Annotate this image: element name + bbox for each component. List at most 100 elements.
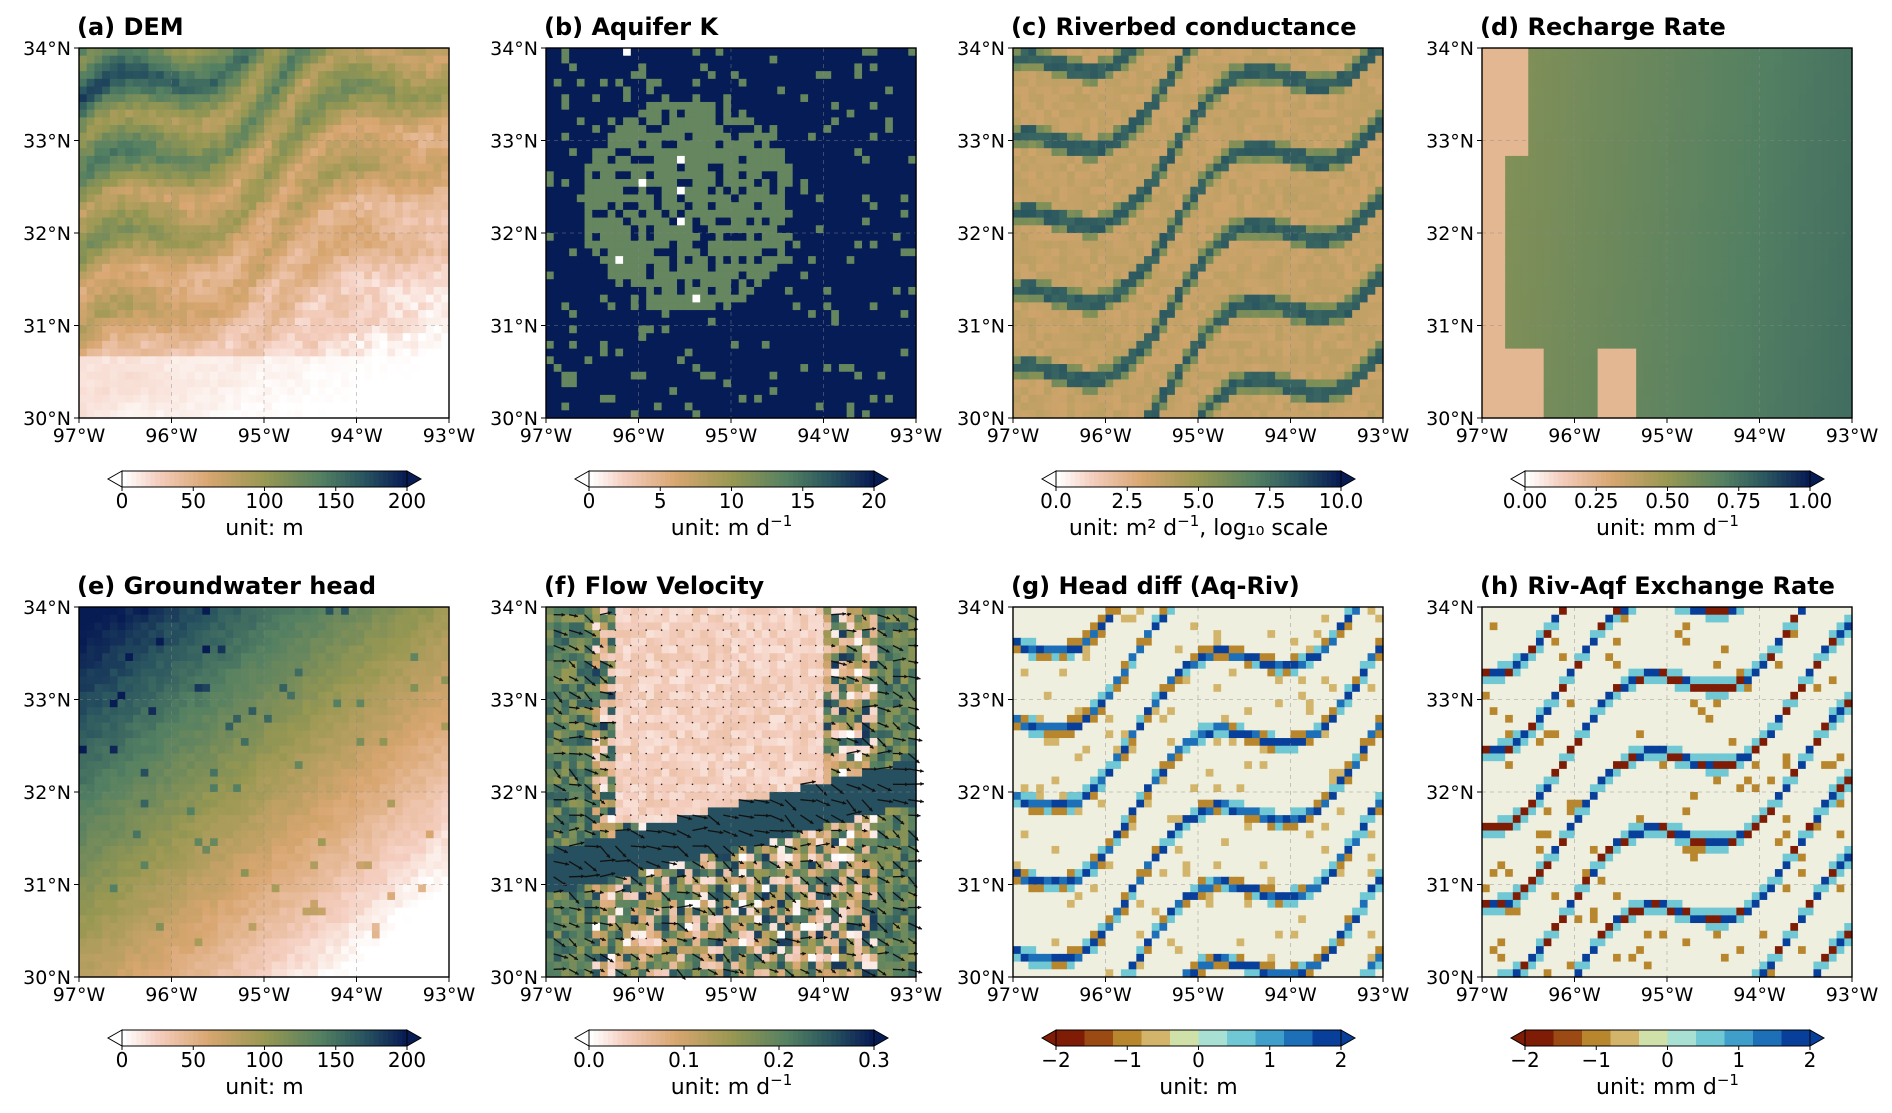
raster-cell — [79, 379, 87, 387]
raster-cell — [426, 179, 434, 187]
raster-cell — [349, 133, 357, 141]
raster-cell — [870, 349, 878, 357]
raster-cell — [793, 87, 801, 95]
raster-cell — [349, 318, 357, 326]
raster-cell — [179, 148, 187, 156]
raster-cell — [195, 241, 203, 249]
raster-cell — [264, 202, 272, 210]
raster-cell — [816, 256, 824, 264]
raster-cell — [901, 295, 909, 303]
raster-cell — [410, 333, 418, 341]
raster-cell — [403, 63, 411, 71]
raster-cell — [326, 79, 334, 87]
raster-cell — [1291, 56, 1299, 64]
raster-cell — [341, 403, 349, 411]
raster-cell — [592, 218, 600, 226]
raster-cell — [716, 364, 724, 372]
raster-cell — [249, 179, 257, 187]
raster-cell — [770, 117, 778, 125]
raster-cell — [418, 79, 426, 87]
raster-cell — [631, 63, 639, 71]
colorbar-segment — [836, 471, 841, 487]
raster-cell — [901, 379, 909, 387]
raster-cell — [233, 133, 241, 141]
raster-cell — [631, 233, 639, 241]
raster-cell — [187, 256, 195, 264]
raster-cell — [418, 356, 426, 364]
raster-cell — [762, 171, 770, 179]
raster-cell — [172, 56, 180, 64]
raster-cell — [349, 210, 357, 218]
raster-cell — [901, 202, 909, 210]
raster-cell — [585, 256, 593, 264]
raster-cell — [839, 194, 847, 202]
raster-cell — [646, 264, 654, 272]
raster-cell — [662, 210, 670, 218]
raster-cell — [677, 110, 685, 118]
raster-cell — [692, 264, 700, 272]
raster-cell — [708, 210, 716, 218]
raster-cell — [141, 171, 149, 179]
raster-cell — [639, 71, 647, 79]
raster-cell — [1206, 56, 1214, 64]
raster-cell — [110, 403, 118, 411]
raster-cell — [554, 194, 562, 202]
raster-cell — [669, 79, 677, 87]
raster-cell — [249, 364, 257, 372]
raster-cell — [102, 56, 110, 64]
raster-cell — [816, 148, 824, 156]
raster-cell — [1144, 71, 1152, 79]
raster-cell — [125, 364, 133, 372]
raster-cell — [831, 379, 839, 387]
raster-cell — [133, 248, 141, 256]
raster-cell — [218, 187, 226, 195]
raster-cell — [164, 248, 172, 256]
raster-cell — [731, 141, 739, 149]
raster-cell — [631, 395, 639, 403]
raster-cell — [264, 179, 272, 187]
raster-cell — [708, 133, 716, 141]
raster-cell — [716, 148, 724, 156]
raster-cell — [349, 171, 357, 179]
raster-cell — [870, 279, 878, 287]
raster-cell — [569, 326, 577, 334]
raster-cell — [202, 379, 210, 387]
raster-cell — [777, 333, 785, 341]
raster-cell — [554, 148, 562, 156]
raster-cell — [646, 225, 654, 233]
raster-cell — [885, 341, 893, 349]
raster-cell — [1237, 63, 1245, 71]
raster-cell — [148, 133, 156, 141]
raster-cell — [287, 387, 295, 395]
raster-cell — [685, 272, 693, 280]
raster-cell — [669, 387, 677, 395]
raster-cell — [546, 341, 554, 349]
raster-cell — [133, 333, 141, 341]
raster-cell — [141, 56, 149, 64]
raster-cell — [87, 403, 95, 411]
raster-cell — [692, 372, 700, 380]
raster-cell — [249, 210, 257, 218]
colorbar-segment — [770, 471, 775, 487]
raster-cell — [639, 356, 647, 364]
raster-cell — [561, 102, 569, 110]
raster-cell — [1090, 56, 1098, 64]
raster-cell — [233, 395, 241, 403]
raster-cell — [303, 210, 311, 218]
raster-cell — [854, 156, 862, 164]
raster-cell — [172, 117, 180, 125]
raster-cell — [585, 210, 593, 218]
raster-cell — [623, 387, 631, 395]
raster-cell — [395, 156, 403, 164]
raster-cell — [877, 71, 885, 79]
raster-cell — [677, 233, 685, 241]
raster-cell — [172, 63, 180, 71]
lon-tick-label: 95°W — [705, 425, 758, 447]
raster-cell — [318, 302, 326, 310]
raster-cell — [824, 341, 832, 349]
raster-cell — [646, 179, 654, 187]
raster-cell — [403, 110, 411, 118]
raster-cell — [762, 56, 770, 64]
raster-cell — [901, 125, 909, 133]
raster-cell — [608, 156, 616, 164]
